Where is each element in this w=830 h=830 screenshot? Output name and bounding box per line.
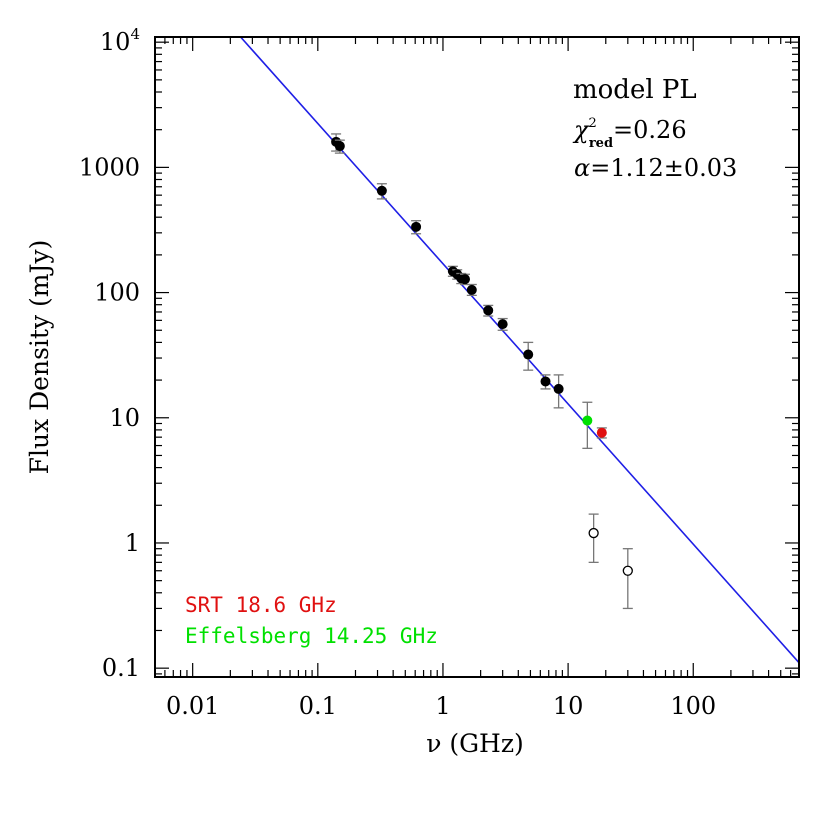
data-point-open [622,565,633,576]
data-point [553,383,564,394]
x-tick-label: 10 [553,692,584,720]
x-tick-label: 100 [670,692,716,720]
tick-labels: 0.01 0.1 1 10 100 0.1 1 10 100 1000 104 [79,25,716,720]
data-point [411,221,422,232]
data-point [459,274,470,285]
plot-frame [154,36,800,678]
x-tick-label: 0.01 [166,692,219,720]
data-point [523,349,534,360]
legend-effelsberg: Effelsberg 14.25 GHz [185,624,438,648]
data-point [596,427,607,438]
y-axis-title: Flux Density (mJy) [25,240,54,475]
chi-squared-label: χ2 red=0.26 [572,116,687,151]
y-tick-label: 104 [100,25,140,56]
data-point [334,141,345,152]
y-tick-label: 10 [109,404,140,432]
y-tick-label: 1000 [79,153,140,181]
x-axis-title: ν (GHz) [426,729,524,758]
y-tick-label: 0.1 [102,654,140,682]
data-point [466,284,477,295]
data-point-open [588,527,599,539]
data-points [331,133,633,610]
data-point [483,305,494,316]
model-label: model PL [573,75,697,105]
data-point [376,185,387,196]
axis-ticks [154,37,800,677]
data-point [540,376,551,387]
y-tick-label: 1 [125,529,140,557]
data-point [497,319,508,330]
x-tick-label: 0.1 [299,692,337,720]
y-tick-label: 100 [94,279,140,307]
alpha-label: α=1.12±0.03 [574,154,737,182]
data-point [582,415,593,426]
legend-srt: SRT 18.6 GHz [185,593,337,617]
model-power-law-line [240,36,800,664]
x-tick-label: 1 [435,692,450,720]
